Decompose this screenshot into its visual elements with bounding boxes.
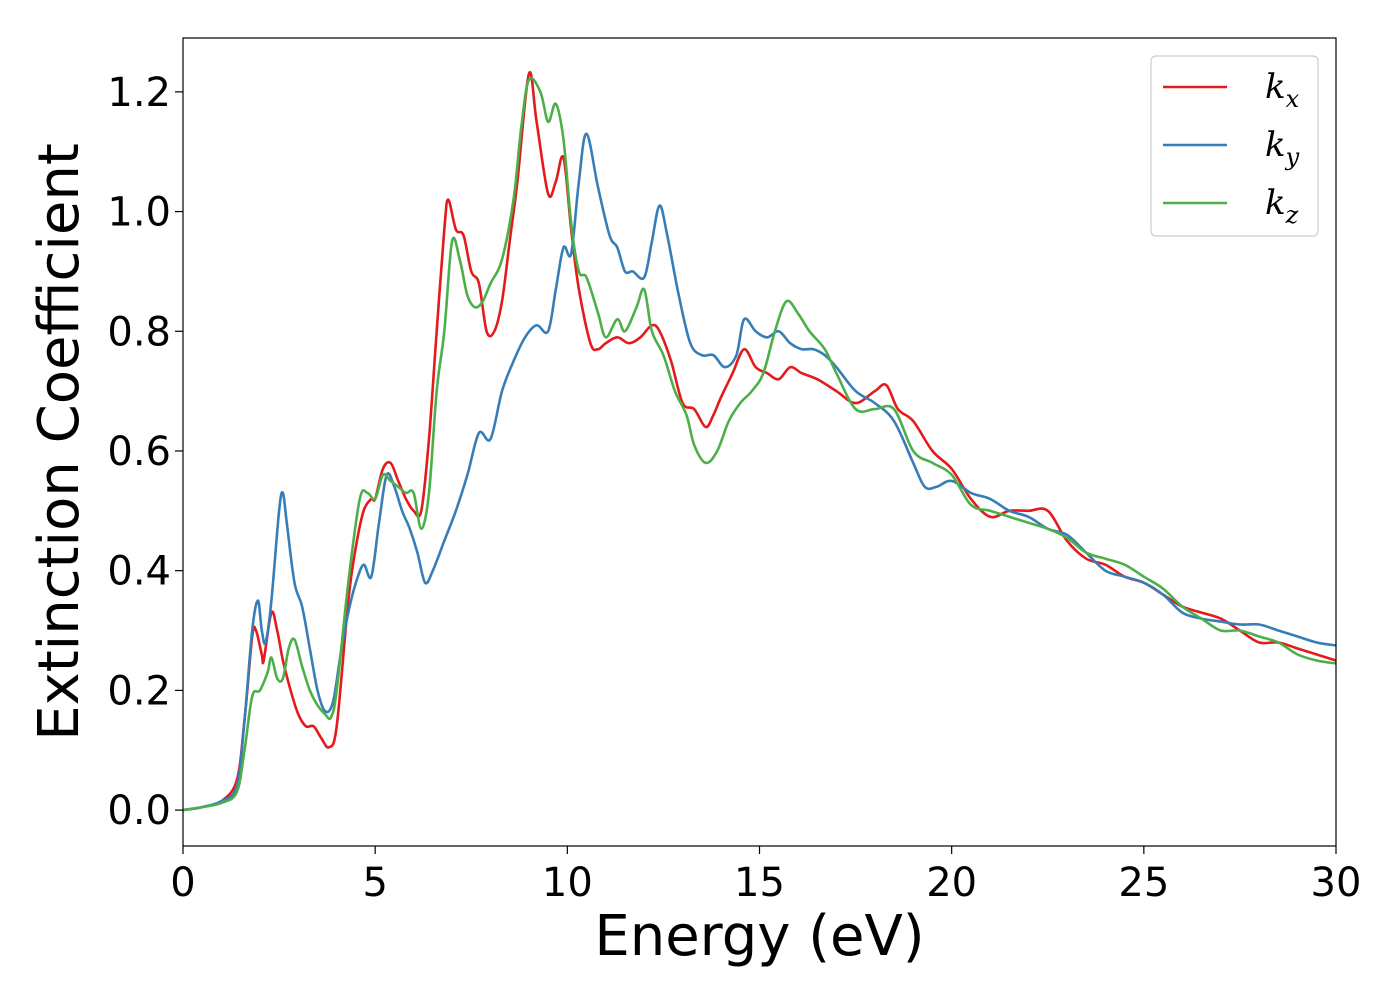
x-tick-label: 10 [542,860,593,906]
y-axis: 0.0 0.2 0.4 0.6 0.8 1.0 1.2 [107,70,183,834]
x-tick-label: 0 [170,860,195,906]
y-axis-title: Extinction Coefficient [27,143,92,741]
legend-label-z: kz [1265,183,1299,229]
y-tick-label: 0.8 [107,309,171,355]
x-tick-label: 5 [362,860,387,906]
y-tick-label: 1.2 [107,70,171,116]
x-tick-label: 30 [1311,860,1362,906]
legend-label-y: ky [1265,125,1300,171]
x-tick-label: 25 [1118,860,1169,906]
x-tick-label: 20 [926,860,977,906]
series-line-z [182,76,1337,812]
legend-box [1150,55,1319,237]
legend-label-x: kx [1265,67,1300,113]
y-tick-label: 0.0 [107,788,171,834]
x-axis-title: Energy (eV) [594,904,924,969]
y-tick-label: 0.6 [107,429,171,475]
x-axis: 0 5 10 15 20 25 30 [170,846,1361,906]
y-tick-label: 0.4 [107,549,171,595]
series-lines [182,70,1337,812]
series-line-y [182,132,1337,812]
legend: kx ky kz [1150,55,1319,237]
x-tick-label: 15 [734,860,785,906]
y-tick-label: 0.2 [107,668,171,714]
y-tick-label: 1.0 [107,190,171,236]
